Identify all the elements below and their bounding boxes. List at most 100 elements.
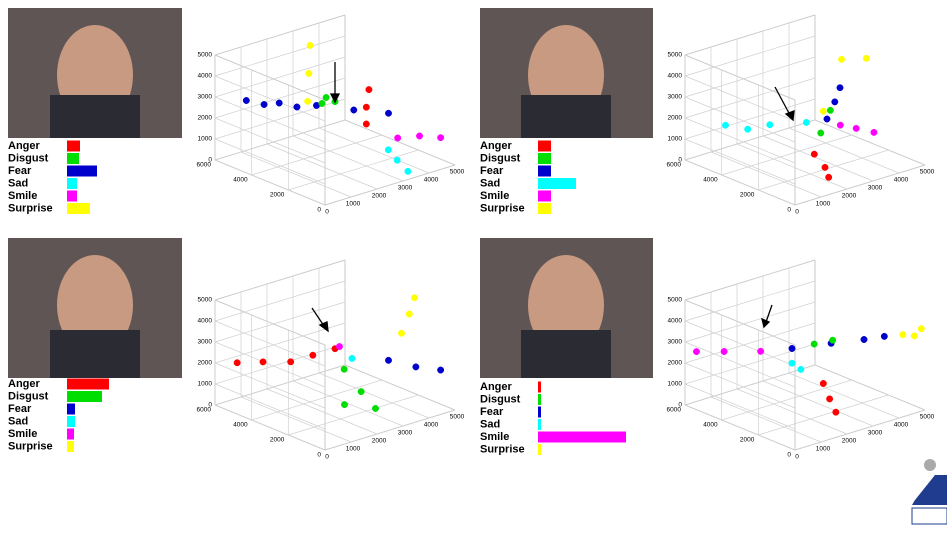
data-point <box>406 311 412 317</box>
z-tick-label: 3000 <box>668 339 683 346</box>
data-point <box>366 86 372 92</box>
y-tick-label: 6000 <box>667 407 682 414</box>
x-tick-label: 2000 <box>372 438 387 445</box>
z-tick-label: 5000 <box>198 52 213 59</box>
category-label: Smile <box>8 190 37 202</box>
category-label: Anger <box>480 140 513 152</box>
category-label: Surprise <box>8 202 53 214</box>
y-tick-label: 0 <box>317 207 321 214</box>
category-label: Surprise <box>480 443 525 455</box>
data-point <box>832 99 838 105</box>
y-tick-label: 2000 <box>740 437 755 444</box>
bar <box>538 141 551 152</box>
bar <box>67 416 75 427</box>
data-point <box>811 151 817 157</box>
data-point <box>310 352 316 358</box>
data-point <box>319 100 325 106</box>
z-tick-label: 3000 <box>198 339 213 346</box>
data-point <box>416 133 422 139</box>
bar <box>538 407 541 418</box>
data-point <box>829 337 835 343</box>
x-tick-label: 5000 <box>920 169 935 176</box>
data-point <box>744 126 750 132</box>
z-tick-label: 3000 <box>668 94 683 101</box>
data-point <box>276 100 282 106</box>
data-point <box>372 405 378 411</box>
bar <box>67 191 77 202</box>
data-point <box>398 330 404 336</box>
category-label: Disgust <box>480 393 521 405</box>
data-point <box>822 164 828 170</box>
z-tick-label: 1000 <box>668 136 683 143</box>
x-tick-label: 4000 <box>424 177 439 184</box>
data-point <box>306 70 312 76</box>
category-label: Sad <box>480 177 500 189</box>
data-point <box>918 326 924 332</box>
z-tick-label: 2000 <box>668 360 683 367</box>
y-tick-label: 6000 <box>197 162 212 169</box>
y-tick-label: 2000 <box>270 437 285 444</box>
category-label: Sad <box>8 177 28 189</box>
z-tick-label: 4000 <box>668 318 683 325</box>
y-tick-label: 0 <box>787 452 791 459</box>
data-point <box>820 380 826 386</box>
bar <box>67 178 77 189</box>
bar <box>538 178 576 189</box>
data-point <box>871 129 877 135</box>
data-point <box>411 295 417 301</box>
bar <box>538 382 541 393</box>
bar <box>538 203 551 214</box>
x-tick-label: 3000 <box>398 430 413 437</box>
y-tick-label: 2000 <box>740 192 755 199</box>
category-label: Disgust <box>8 152 49 164</box>
z-tick-label: 2000 <box>198 115 213 122</box>
z-tick-label: 3000 <box>198 94 213 101</box>
data-point <box>881 333 887 339</box>
y-tick-label: 4000 <box>703 422 718 429</box>
category-label: Surprise <box>480 202 525 214</box>
data-point <box>437 134 443 140</box>
z-tick-label: 4000 <box>668 73 683 80</box>
data-point <box>304 98 310 104</box>
category-label: Anger <box>480 381 513 393</box>
bar <box>538 394 541 405</box>
z-tick-label: 1000 <box>198 136 213 143</box>
bar <box>67 429 74 440</box>
bar <box>538 432 626 443</box>
data-point <box>827 107 833 113</box>
data-point <box>307 42 313 48</box>
z-tick-label: 2000 <box>198 360 213 367</box>
data-point <box>336 343 342 349</box>
data-point <box>287 359 293 365</box>
z-tick-label: 5000 <box>198 297 213 304</box>
data-point <box>261 101 267 107</box>
bar <box>67 153 79 164</box>
data-point <box>394 135 400 141</box>
data-point <box>789 360 795 366</box>
data-point <box>363 121 369 127</box>
category-label: Sad <box>480 418 500 430</box>
data-point <box>693 348 699 354</box>
data-point <box>260 359 266 365</box>
category-label: Anger <box>8 378 41 390</box>
y-tick-label: 6000 <box>197 407 212 414</box>
x-tick-label: 0 <box>325 454 329 461</box>
x-tick-label: 1000 <box>816 201 831 208</box>
data-point <box>853 125 859 131</box>
data-point <box>294 104 300 110</box>
data-point <box>243 97 249 103</box>
x-tick-label: 0 <box>325 209 329 216</box>
data-point <box>837 122 843 128</box>
bar <box>67 404 75 415</box>
data-point <box>837 85 843 91</box>
data-point <box>820 108 826 114</box>
x-tick-label: 2000 <box>372 193 387 200</box>
bar <box>67 379 109 390</box>
bar <box>538 166 551 177</box>
x-tick-label: 3000 <box>868 430 883 437</box>
x-tick-label: 1000 <box>816 446 831 453</box>
category-label: Disgust <box>8 390 49 402</box>
y-tick-label: 0 <box>787 207 791 214</box>
data-point <box>767 122 773 128</box>
data-point <box>825 174 831 180</box>
